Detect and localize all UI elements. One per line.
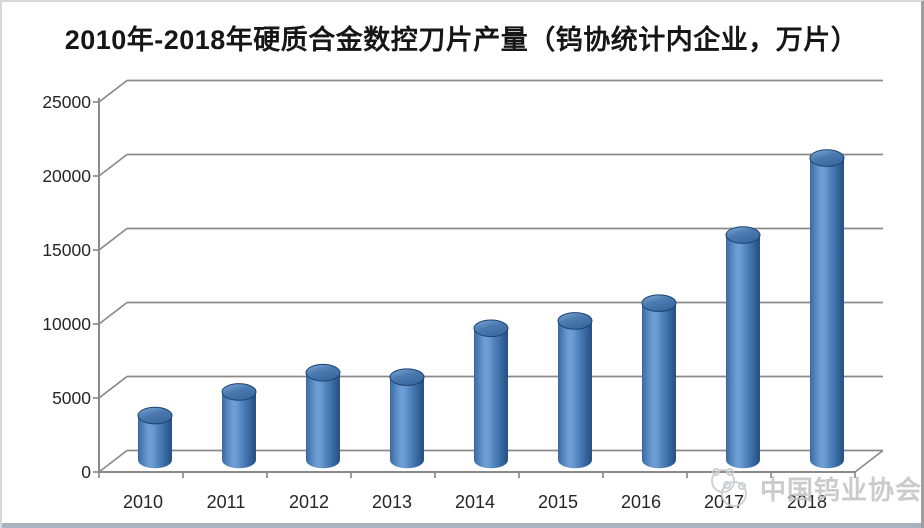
bottom-border-bar (2, 523, 921, 528)
x-axis-label: 2015 (538, 492, 578, 512)
cylinder-bar-2013 (389, 368, 425, 469)
y-axis-label: 20000 (42, 166, 91, 186)
y-axis-label: 25000 (42, 92, 91, 112)
x-axis-label: 2018 (787, 492, 827, 512)
x-axis-label: 2012 (289, 492, 329, 512)
cylinder-bar-2010 (137, 406, 173, 469)
axis-depth-connector (98, 153, 128, 177)
axis-depth-connector (98, 449, 128, 473)
cylinder-bar-2014 (473, 319, 509, 469)
axis-depth-connector (98, 79, 128, 103)
x-axis-label: 2013 (372, 492, 412, 512)
y-axis-label: 15000 (42, 240, 91, 260)
x-axis-label: 2011 (207, 492, 246, 512)
cylinder-bar-2012 (305, 363, 341, 469)
y-axis-label: 0 (81, 462, 91, 482)
x-axis-label: 2014 (455, 492, 495, 512)
cylinder-bar-2018 (809, 149, 845, 469)
floor-right-edge (854, 449, 884, 473)
x-axis-label: 2016 (621, 492, 661, 512)
cylinder-bar-2017 (725, 226, 761, 469)
cylinder-bar-2011 (221, 383, 257, 469)
cylinder-bar-2016 (641, 294, 677, 469)
cylinder-bar-2015 (557, 312, 593, 469)
axis-depth-connector (98, 375, 128, 399)
axis-depth-connector (98, 227, 128, 251)
y-axis-label: 5000 (52, 388, 91, 408)
axis-depth-connector (98, 301, 128, 325)
x-axis-label: 2010 (123, 492, 163, 512)
x-axis-label: 2017 (704, 492, 744, 512)
y-axis-label: 10000 (42, 314, 91, 334)
chart-title: 2010年-2018年硬质合金数控刀片产量（钨协统计内企业，万片） (64, 25, 859, 55)
